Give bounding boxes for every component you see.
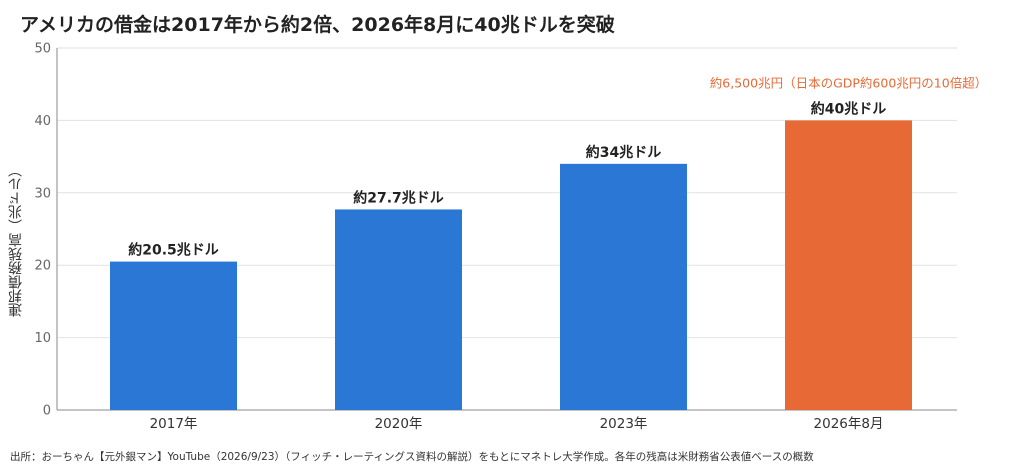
data-label: 約34兆ドル <box>586 144 661 161</box>
source-note: 出所：おーちゃん【元外銀マン】YouTube（2026/9/23）（フィッチ・レ… <box>10 451 814 463</box>
bar <box>785 120 912 411</box>
y-tick-label: 40 <box>34 114 51 129</box>
data-label: 約20.5兆ドル <box>128 242 219 259</box>
x-tick-label: 2023年 <box>600 416 648 432</box>
y-tick-label: 10 <box>34 331 51 346</box>
chart-title: アメリカの借金は2017年から約2倍、2026年8月に40兆ドルを突破 <box>20 14 615 36</box>
annotation-text: 約6,500兆円（日本のGDP約600兆円の10倍超） <box>710 75 987 90</box>
x-tick-label: 2026年8月 <box>814 416 884 432</box>
y-tick-label: 50 <box>34 42 51 57</box>
x-tick-label: 2020年 <box>375 416 423 432</box>
data-label: 約27.7兆ドル <box>353 189 444 206</box>
y-tick-label: 30 <box>34 186 51 201</box>
bar <box>110 261 237 410</box>
y-tick-label: 0 <box>43 404 51 419</box>
bar <box>335 209 462 410</box>
y-tick-label: 20 <box>34 259 51 274</box>
data-label: 約40兆ドル <box>811 100 886 117</box>
bar <box>560 163 687 410</box>
x-tick-label: 2017年 <box>150 416 198 432</box>
